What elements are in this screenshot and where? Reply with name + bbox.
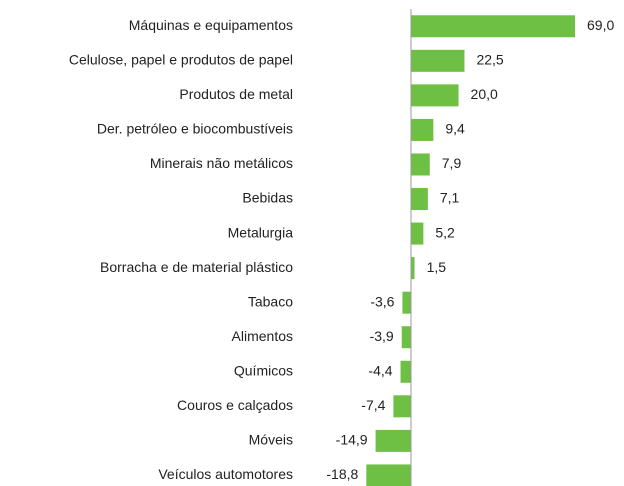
value-label: 9,4 xyxy=(445,121,465,137)
bar xyxy=(400,360,411,383)
bar xyxy=(411,188,428,211)
value-label: 22,5 xyxy=(476,52,503,68)
bar xyxy=(393,395,411,418)
bar xyxy=(411,49,465,72)
value-label: -7,4 xyxy=(361,397,385,413)
category-label: Veículos automotores xyxy=(158,466,293,482)
category-label: Der. petróleo e biocombustíveis xyxy=(97,121,293,137)
value-label: 1,5 xyxy=(427,259,447,275)
bar xyxy=(366,464,411,486)
bar xyxy=(411,257,415,280)
bar xyxy=(411,153,430,176)
category-label: Bebidas xyxy=(242,190,293,206)
category-label: Celulose, papel e produtos de papel xyxy=(69,52,293,68)
value-label: -4,4 xyxy=(368,362,392,378)
category-label: Borracha e de material plástico xyxy=(100,259,293,275)
category-label: Couros e calçados xyxy=(177,397,293,413)
category-label: Químicos xyxy=(234,362,293,378)
bar xyxy=(411,84,459,107)
bar xyxy=(401,326,411,349)
category-label: Minerais não metálicos xyxy=(150,155,293,171)
category-label: Metalurgia xyxy=(228,224,294,240)
value-label: 20,0 xyxy=(471,86,498,102)
value-label: 5,2 xyxy=(435,224,455,240)
category-label: Tabaco xyxy=(248,293,293,309)
bar xyxy=(375,429,411,452)
bar xyxy=(411,118,434,141)
value-label: -18,8 xyxy=(326,466,358,482)
value-label: 7,1 xyxy=(440,190,460,206)
category-label: Alimentos xyxy=(232,328,293,344)
category-label: Produtos de metal xyxy=(179,86,293,102)
bar xyxy=(411,15,575,38)
category-label: Máquinas e equipamentos xyxy=(129,17,293,33)
category-label: Móveis xyxy=(249,432,293,448)
value-label: -3,6 xyxy=(370,293,394,309)
value-label: 7,9 xyxy=(442,155,462,171)
bar xyxy=(411,222,424,245)
value-label: -3,9 xyxy=(370,328,394,344)
value-label: 69,0 xyxy=(587,17,614,33)
value-label: -14,9 xyxy=(336,432,368,448)
bar xyxy=(402,291,411,314)
